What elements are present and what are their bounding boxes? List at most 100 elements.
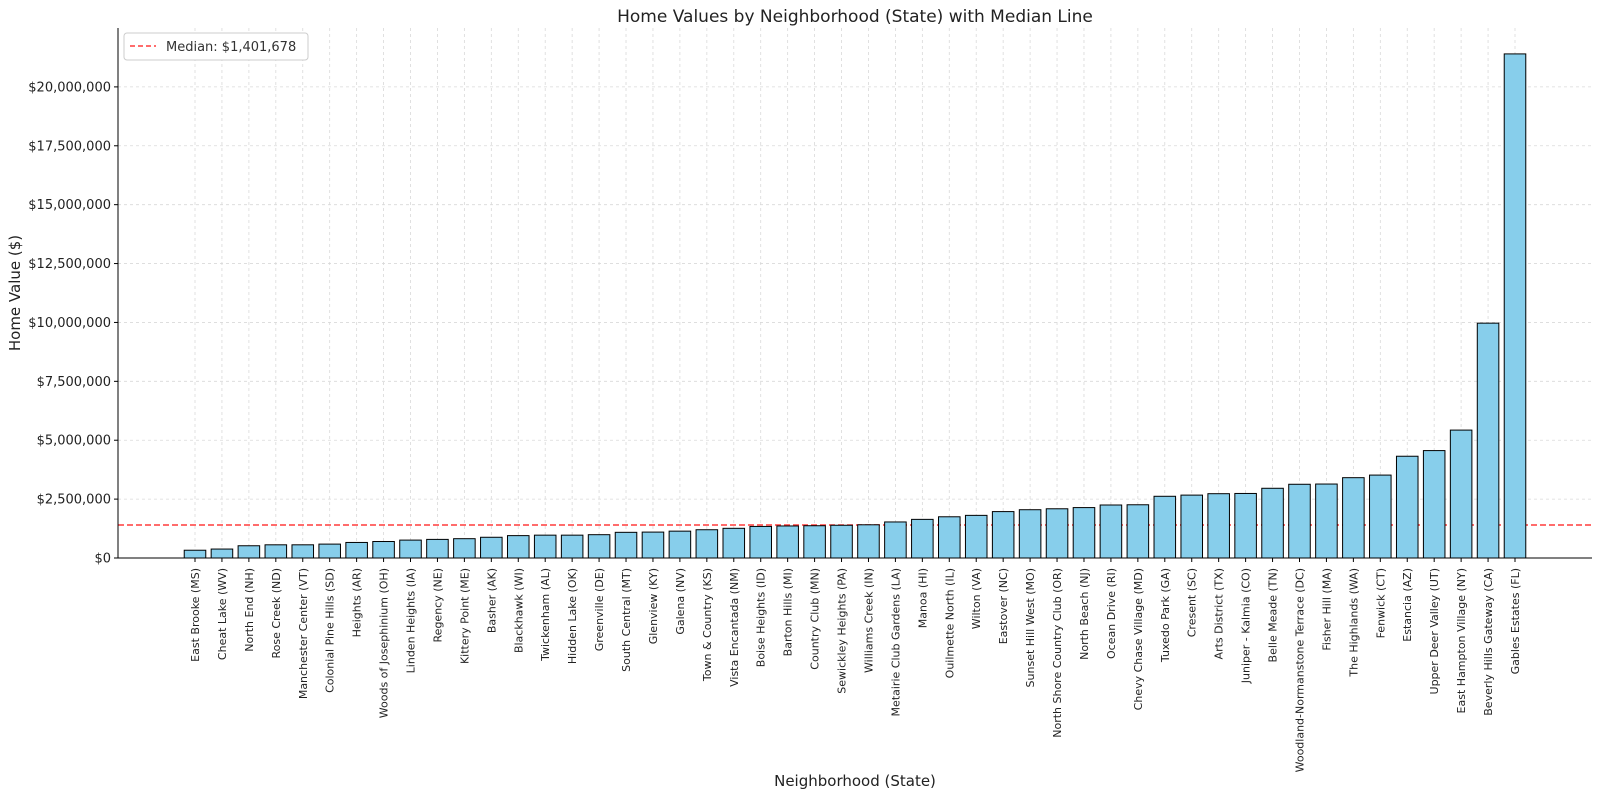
x-tick-label: Manoa (HI) [916, 568, 929, 628]
x-tick-label: Twickenham (AL) [539, 568, 552, 662]
bar [1476, 322, 1500, 559]
bar [183, 549, 207, 559]
bar [533, 534, 557, 559]
x-tick-label: Arts District (TX) [1213, 568, 1226, 659]
x-tick-label: Williams Creek (IN) [862, 568, 875, 673]
x-tick-label: Vista Encantada (NM) [728, 568, 741, 687]
x-tick-label: Fenwick (CT) [1374, 568, 1387, 638]
x-axis-label: Neighborhood (State) [774, 772, 936, 790]
x-tick-label: Hidden Lake (OK) [566, 568, 579, 664]
bar [318, 543, 341, 559]
bar [614, 531, 638, 559]
bar [803, 525, 826, 559]
x-tick-label: Boise Heights (ID) [755, 568, 768, 667]
bars [183, 53, 1527, 559]
x-tick-label: South Central (MT) [620, 568, 633, 672]
x-tick-label: The Highlands (WA) [1347, 568, 1360, 678]
bar [668, 530, 692, 559]
bar [399, 539, 422, 559]
bar [1449, 429, 1473, 559]
x-tick-label: East Hampton Village (NY) [1455, 568, 1468, 713]
y-tick-label: $5,000,000 [37, 434, 111, 449]
axes [117, 28, 1592, 559]
bar [1099, 504, 1123, 559]
bar [1261, 487, 1284, 559]
x-tick-label: Town & Country (KS) [701, 568, 714, 682]
bar [506, 535, 530, 559]
x-tick-label: North Shore Country Club (OR) [1051, 568, 1064, 738]
y-tick-label: $20,000,000 [28, 80, 111, 95]
x-tick-label: Heights (AR) [351, 568, 364, 637]
x-tick-label: Colonial Pine Hills (SD) [324, 568, 337, 693]
bar [857, 524, 880, 559]
y-tick-label: $17,500,000 [28, 139, 111, 154]
y-tick-label: $10,000,000 [28, 316, 111, 331]
x-tick-label: Woods of Josephinium (OH) [378, 568, 391, 718]
x-tick-label: Estancia (AZ) [1401, 568, 1414, 642]
bar [1315, 483, 1338, 559]
x-tick-label: North End (NH) [243, 568, 256, 652]
x-tick-label: Greenville (DE) [593, 568, 606, 651]
bar [345, 541, 368, 559]
bar [1126, 504, 1150, 559]
bar [776, 525, 799, 559]
y-tick-label: $0 [94, 552, 111, 567]
bar [587, 534, 611, 559]
x-tick-label: Basher (AK) [485, 568, 498, 633]
bar [1369, 474, 1392, 559]
x-tick-label: Manchester Center (VT) [297, 568, 310, 699]
y-ticks: $0 $2,500,000 $5,000,000 $7,500,000 $10,000,… [28, 80, 118, 567]
bar [1503, 53, 1527, 559]
bar [1207, 493, 1230, 559]
bar [884, 521, 907, 559]
x-tick-label: North Beach (NJ) [1078, 568, 1091, 660]
x-tick-label: Glenview (KY) [647, 568, 660, 644]
bar [264, 544, 288, 559]
x-tick-label: Kittery Point (ME) [458, 568, 471, 664]
y-tick-label: $15,000,000 [28, 198, 111, 213]
x-tick-label: Eastover (NC) [997, 568, 1010, 644]
x-ticks: East Brooke (MS) Cheat Lake (WV) North End… [189, 558, 1522, 772]
bar [1018, 509, 1042, 559]
bar [560, 534, 584, 559]
bar [453, 538, 476, 559]
legend: Median: $1,401,678 [123, 32, 309, 61]
x-tick-label: Blackhawk (WI) [512, 568, 525, 653]
x-tick-label: East Brooke (MS) [189, 568, 202, 662]
bar [291, 544, 315, 559]
bar [830, 524, 853, 559]
x-tick-label: Sewickley Heights (PA) [836, 568, 849, 694]
x-tick-label: Wilton (VA) [970, 568, 983, 629]
x-tick-label: Sunset Hill West (MO) [1024, 568, 1037, 687]
bar [1234, 492, 1257, 559]
x-tick-label: Linden Heights (IA) [405, 568, 418, 673]
x-tick-label: Ocean Drive (RI) [1105, 568, 1118, 659]
bar [372, 541, 395, 559]
bar [210, 548, 234, 559]
legend-median-label: Median: $1,401,678 [166, 40, 296, 55]
y-tick-label: $12,500,000 [28, 257, 111, 272]
x-tick-label: Cresent (SC) [1186, 568, 1199, 637]
x-tick-label: Fisher Hill (MA) [1320, 568, 1333, 651]
y-tick-label: $2,500,000 [37, 493, 111, 508]
bar [426, 538, 449, 559]
x-tick-label: Juniper - Kalmia (CO) [1240, 568, 1253, 684]
x-tick-label: Gables Estates (FL) [1509, 568, 1522, 674]
x-tick-label: Upper Deer Valley (UT) [1428, 568, 1441, 694]
x-tick-label: Cheat Lake (WV) [216, 568, 229, 660]
bar [480, 536, 503, 559]
x-tick-label: Regency (NE) [431, 568, 444, 642]
bar [1422, 450, 1446, 559]
bar [722, 527, 746, 559]
bar [237, 545, 261, 559]
x-tick-label: Tuxedo Park (GA) [1159, 568, 1172, 663]
bar [1180, 494, 1204, 559]
x-tick-label: Galena (NV) [674, 568, 687, 635]
x-tick-label: Chevy Chase Village (MD) [1132, 568, 1145, 710]
x-tick-label: Beverly Hills Gateway (CA) [1482, 568, 1495, 716]
y-axis-label: Home Value ($) [6, 235, 24, 351]
bar [1072, 507, 1096, 559]
bar [991, 511, 1015, 559]
bar [1153, 495, 1177, 559]
